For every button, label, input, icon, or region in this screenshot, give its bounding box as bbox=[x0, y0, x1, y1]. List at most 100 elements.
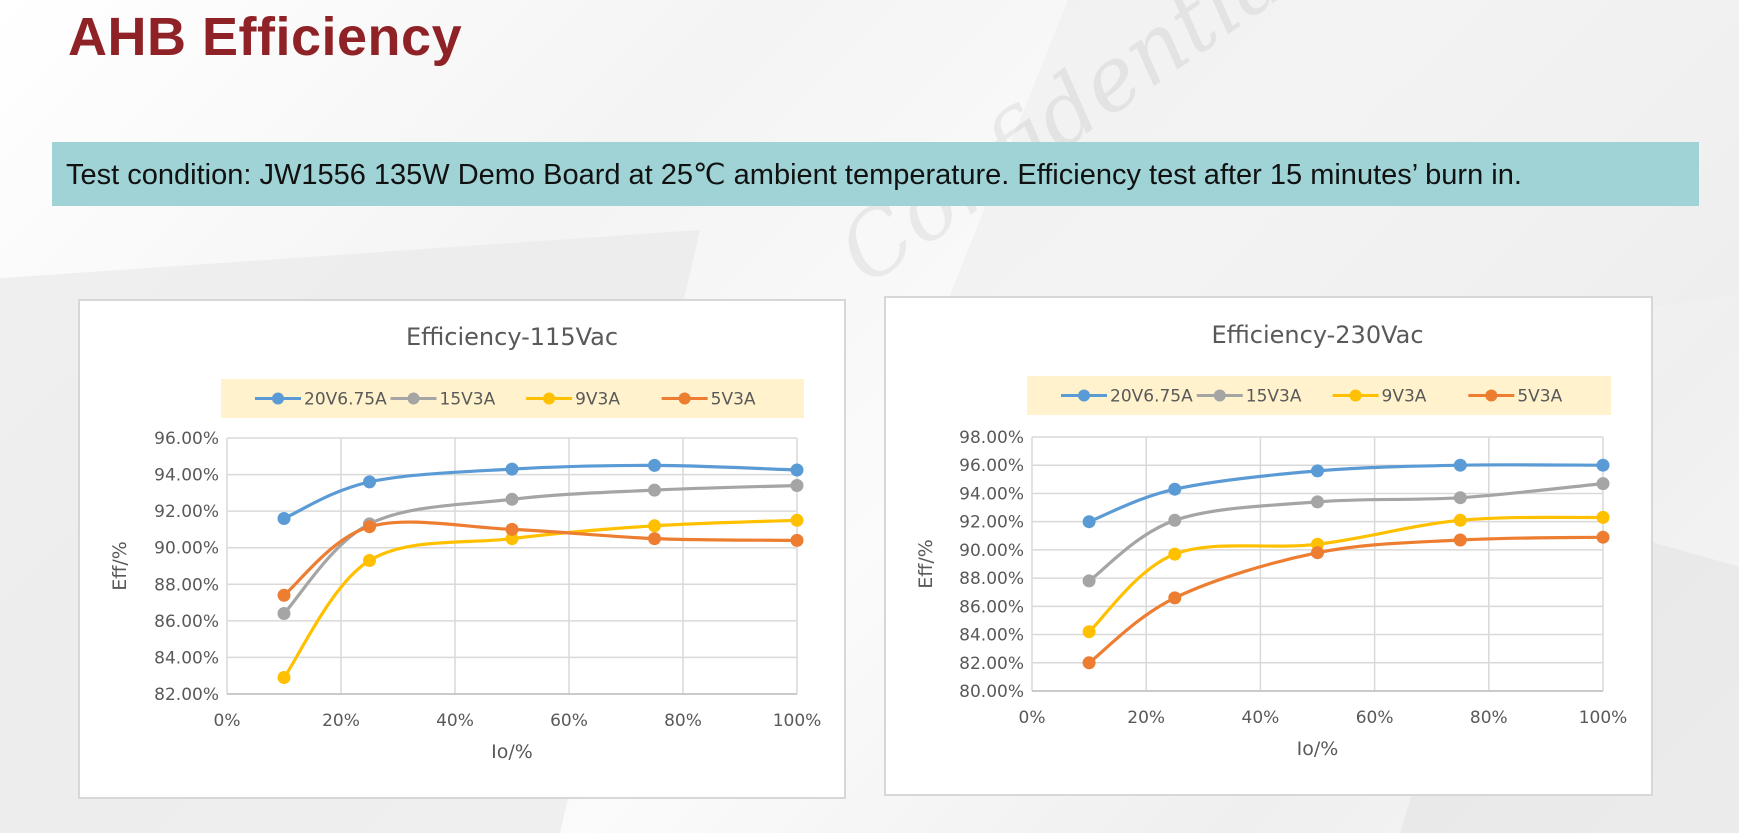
x-axis-title: Io/% bbox=[491, 741, 533, 763]
data-point-5V3A bbox=[277, 588, 291, 602]
data-point-9V3A bbox=[790, 513, 804, 527]
legend-marker-15V3A bbox=[407, 392, 420, 405]
y-tick-label: 92.00% bbox=[154, 502, 219, 522]
data-point-20V6.75A bbox=[1596, 458, 1610, 472]
data-point-5V3A bbox=[505, 522, 519, 536]
test-condition-banner: Test condition: JW1556 135W Demo Board a… bbox=[52, 142, 1699, 206]
y-tick-label: 90.00% bbox=[959, 541, 1024, 561]
legend-label-5V3A: 5V3A bbox=[711, 390, 756, 410]
data-point-20V6.75A bbox=[363, 475, 376, 489]
data-point-15V3A bbox=[1311, 495, 1324, 509]
legend-label-15V3A: 15V3A bbox=[440, 390, 496, 410]
data-point-15V3A bbox=[277, 607, 291, 620]
legend-label-9V3A: 9V3A bbox=[575, 390, 620, 410]
efficiency-230vac-chart: Efficiency-230Vac 20V6.75A 15V3A 9V3A 5V3A 80… bbox=[915, 321, 1628, 760]
x-tick-label: 0% bbox=[214, 711, 241, 731]
data-point-20V6.75A bbox=[790, 463, 804, 477]
data-point-20V6.75A bbox=[1453, 458, 1467, 472]
y-tick-label: 94.00% bbox=[154, 466, 219, 486]
data-point-15V3A bbox=[1453, 491, 1467, 505]
legend-label-5V3A: 5V3A bbox=[1517, 387, 1562, 407]
page-title: AHB Efficiency bbox=[68, 7, 463, 67]
data-point-9V3A bbox=[505, 532, 519, 546]
y-tick-label: 96.00% bbox=[154, 429, 219, 449]
data-point-9V3A bbox=[1453, 513, 1467, 527]
legend-label-20V6.75A: 20V6.75A bbox=[1110, 387, 1193, 407]
data-point-5V3A bbox=[1168, 591, 1182, 605]
data-point-15V3A bbox=[790, 479, 804, 492]
x-tick-label: 0% bbox=[1019, 708, 1046, 728]
legend-marker-20V6.75A bbox=[272, 392, 284, 405]
legend-marker-5V3A bbox=[678, 392, 691, 405]
data-point-5V3A bbox=[1596, 530, 1610, 544]
series-line-9V3A bbox=[1087, 515, 1605, 634]
y-tick-label: 86.00% bbox=[959, 597, 1024, 617]
data-point-9V3A bbox=[1596, 510, 1610, 524]
y-tick-label: 82.00% bbox=[154, 685, 219, 705]
y-tick-label: 98.00% bbox=[959, 428, 1024, 448]
data-point-20V6.75A bbox=[505, 462, 519, 476]
y-tick-label: 88.00% bbox=[154, 575, 219, 595]
chart-title: Efficiency-115Vac bbox=[406, 323, 618, 351]
x-tick-label: 60% bbox=[550, 711, 588, 731]
data-point-15V3A bbox=[505, 492, 519, 506]
x-tick-label: 100% bbox=[1579, 708, 1628, 728]
series-line-15V3A bbox=[1087, 482, 1605, 583]
legend-marker-15V3A bbox=[1213, 389, 1226, 402]
data-point-9V3A bbox=[648, 519, 661, 533]
data-point-9V3A bbox=[1082, 625, 1096, 639]
y-tick-label: 82.00% bbox=[959, 654, 1024, 674]
x-tick-label: 100% bbox=[773, 711, 822, 731]
x-axis-title: Io/% bbox=[1297, 738, 1339, 760]
y-tick-label: 80.00% bbox=[959, 682, 1024, 702]
efficiency-115vac-chart: Efficiency-115Vac 20V6.75A 15V3A 9V3A 5V3A 82… bbox=[109, 323, 822, 763]
data-point-5V3A bbox=[363, 520, 376, 534]
legend-label-20V6.75A: 20V6.75A bbox=[304, 390, 387, 410]
y-tick-label: 90.00% bbox=[154, 539, 219, 559]
y-tick-label: 84.00% bbox=[154, 648, 219, 668]
data-point-20V6.75A bbox=[1168, 482, 1182, 496]
x-tick-label: 20% bbox=[1127, 708, 1165, 728]
x-tick-label: 20% bbox=[322, 711, 360, 731]
x-tick-label: 40% bbox=[1242, 708, 1280, 728]
data-point-9V3A bbox=[1168, 547, 1182, 561]
series-line-9V3A bbox=[282, 518, 799, 680]
series-line-15V3A bbox=[282, 483, 799, 616]
y-axis-title: Eff/% bbox=[109, 541, 131, 591]
y-tick-label: 88.00% bbox=[959, 569, 1024, 589]
legend-label-15V3A: 15V3A bbox=[1246, 387, 1302, 407]
data-point-20V6.75A bbox=[648, 458, 661, 472]
legend-marker-9V3A bbox=[1349, 389, 1362, 402]
chart-panel-230vac: Efficiency-230Vac 20V6.75A 15V3A 9V3A 5V3A 80… bbox=[884, 296, 1653, 796]
data-point-20V6.75A bbox=[277, 512, 291, 525]
data-point-5V3A bbox=[1311, 546, 1324, 560]
y-tick-label: 84.00% bbox=[959, 626, 1024, 646]
chart-panel-115vac: Efficiency-115Vac 20V6.75A 15V3A 9V3A 5V3A 82… bbox=[78, 299, 846, 799]
x-tick-label: 80% bbox=[1470, 708, 1508, 728]
series-line-5V3A bbox=[1087, 535, 1605, 665]
x-tick-label: 60% bbox=[1356, 708, 1394, 728]
data-point-15V3A bbox=[1168, 513, 1182, 527]
legend-marker-20V6.75A bbox=[1078, 389, 1090, 402]
data-point-20V6.75A bbox=[1311, 464, 1324, 478]
y-axis-title: Eff/% bbox=[915, 539, 937, 589]
y-tick-label: 92.00% bbox=[959, 513, 1024, 533]
legend-marker-9V3A bbox=[543, 392, 556, 405]
data-point-15V3A bbox=[1596, 477, 1610, 491]
y-tick-label: 94.00% bbox=[959, 484, 1024, 504]
legend-label-9V3A: 9V3A bbox=[1382, 387, 1427, 407]
test-condition-text: Test condition: JW1556 135W Demo Board a… bbox=[66, 158, 1522, 191]
data-point-5V3A bbox=[790, 533, 804, 547]
data-point-15V3A bbox=[648, 483, 661, 497]
data-point-20V6.75A bbox=[1082, 515, 1096, 529]
data-point-5V3A bbox=[1082, 656, 1096, 670]
chart-title: Efficiency-230Vac bbox=[1211, 321, 1423, 349]
x-tick-label: 80% bbox=[664, 711, 702, 731]
y-tick-label: 96.00% bbox=[959, 456, 1024, 476]
data-point-15V3A bbox=[1082, 574, 1096, 588]
data-point-9V3A bbox=[363, 554, 376, 567]
x-tick-label: 40% bbox=[436, 711, 474, 731]
data-point-9V3A bbox=[277, 671, 291, 684]
y-tick-label: 86.00% bbox=[154, 612, 219, 632]
data-point-5V3A bbox=[648, 532, 661, 546]
